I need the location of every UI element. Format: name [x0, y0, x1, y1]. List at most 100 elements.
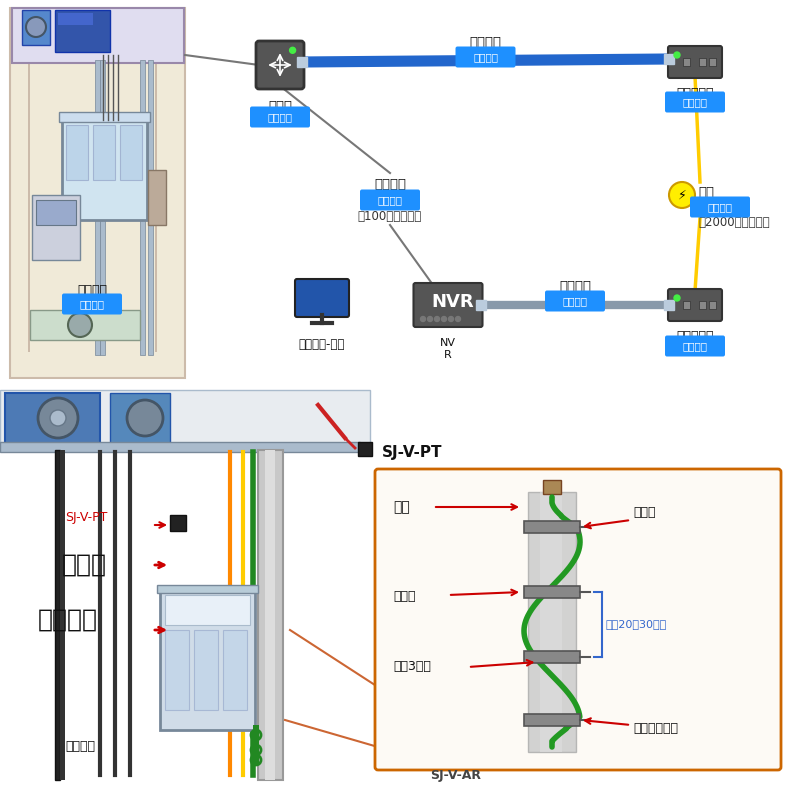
- Text: 光纤: 光纤: [698, 186, 714, 198]
- Bar: [194, 630, 218, 710]
- Bar: [170, 515, 186, 531]
- FancyBboxPatch shape: [295, 279, 349, 317]
- Bar: [95, 60, 100, 355]
- Circle shape: [449, 317, 453, 322]
- Bar: [528, 492, 576, 752]
- FancyBboxPatch shape: [375, 469, 781, 770]
- Bar: [0, 442, 360, 452]
- Text: NV
R: NV R: [440, 338, 456, 359]
- Bar: [258, 450, 283, 780]
- Bar: [55, 450, 60, 780]
- Text: SJ-V-AR: SJ-V-AR: [430, 769, 481, 781]
- Bar: [543, 480, 561, 494]
- Bar: [165, 595, 250, 625]
- Circle shape: [674, 295, 680, 301]
- Bar: [32, 195, 80, 260]
- Bar: [524, 651, 580, 663]
- Text: 网线: 网线: [393, 500, 410, 514]
- Text: 立即购买: 立即购买: [378, 195, 402, 205]
- Text: 摄像机: 摄像机: [62, 553, 107, 577]
- Circle shape: [26, 17, 46, 37]
- Bar: [55, 10, 110, 52]
- Bar: [58, 13, 93, 25]
- Text: 立即购买: 立即购买: [683, 341, 708, 351]
- Bar: [148, 170, 166, 225]
- Circle shape: [50, 410, 66, 426]
- Text: 光纤收发器: 光纤收发器: [676, 330, 713, 343]
- Circle shape: [290, 47, 295, 53]
- Text: 立即购买: 立即购买: [80, 299, 104, 309]
- Circle shape: [442, 317, 446, 322]
- Text: 预留3厘米: 预留3厘米: [393, 660, 431, 674]
- Bar: [66, 125, 88, 180]
- Bar: [265, 450, 275, 780]
- Bar: [699, 301, 706, 309]
- Text: SJ-V-PT: SJ-V-PT: [65, 511, 107, 525]
- Bar: [157, 585, 258, 593]
- Bar: [155, 12, 157, 352]
- FancyBboxPatch shape: [665, 336, 725, 356]
- Circle shape: [435, 317, 439, 322]
- Bar: [93, 125, 115, 180]
- FancyBboxPatch shape: [256, 41, 304, 89]
- Bar: [683, 58, 690, 66]
- FancyBboxPatch shape: [668, 289, 722, 321]
- Bar: [699, 58, 706, 66]
- Bar: [160, 590, 255, 730]
- Bar: [165, 630, 189, 710]
- Bar: [524, 714, 580, 726]
- FancyBboxPatch shape: [665, 92, 725, 112]
- Text: 网络跳线: 网络跳线: [559, 280, 591, 294]
- Bar: [12, 8, 184, 63]
- Circle shape: [456, 317, 461, 322]
- Text: ⚡: ⚡: [678, 189, 687, 201]
- Text: 电梯随行电缆: 电梯随行电缆: [633, 721, 678, 735]
- Text: 网络跳线: 网络跳线: [469, 36, 502, 50]
- Circle shape: [420, 317, 426, 322]
- Text: 光纤收发器: 光纤收发器: [676, 87, 713, 100]
- Bar: [62, 120, 147, 220]
- Text: 立即购买: 立即购买: [708, 202, 732, 212]
- Bar: [709, 58, 716, 66]
- Bar: [10, 8, 185, 378]
- Circle shape: [669, 182, 695, 208]
- Text: 立即购买: 立即购买: [268, 112, 292, 122]
- FancyBboxPatch shape: [456, 47, 516, 67]
- Bar: [30, 310, 140, 340]
- Bar: [59, 112, 150, 122]
- Bar: [60, 450, 65, 780]
- Circle shape: [427, 317, 432, 322]
- FancyBboxPatch shape: [668, 46, 722, 78]
- Text: NVR: NVR: [431, 293, 474, 311]
- Text: SJ-V-PT: SJ-V-PT: [382, 445, 442, 460]
- Text: （2000米无衰减）: （2000米无衰减）: [698, 216, 769, 228]
- Circle shape: [674, 52, 680, 58]
- Text: 立即购买: 立即购买: [562, 296, 588, 306]
- Bar: [110, 393, 170, 443]
- Text: 间距20～30厘米: 间距20～30厘米: [605, 619, 666, 630]
- Bar: [28, 12, 30, 352]
- Text: 电梯轿厢: 电梯轿厢: [38, 608, 98, 632]
- Bar: [683, 301, 690, 309]
- Text: 交换机: 交换机: [268, 100, 292, 113]
- Text: （100米无衰减）: （100米无衰减）: [358, 210, 422, 224]
- Bar: [253, 725, 259, 765]
- Text: 细扎带: 细扎带: [393, 590, 416, 604]
- Bar: [100, 60, 105, 355]
- Bar: [358, 442, 372, 456]
- Circle shape: [68, 313, 92, 337]
- Text: 电梯网线: 电梯网线: [77, 284, 107, 296]
- Bar: [709, 301, 716, 309]
- Bar: [0, 390, 790, 790]
- Bar: [140, 60, 145, 355]
- FancyBboxPatch shape: [690, 197, 750, 217]
- Circle shape: [127, 400, 163, 436]
- Bar: [223, 630, 247, 710]
- Text: 粗扎带: 粗扎带: [633, 506, 656, 518]
- Text: 立即购买: 立即购买: [473, 52, 498, 62]
- Text: 液晶电视-正面: 液晶电视-正面: [299, 338, 345, 351]
- Bar: [120, 125, 142, 180]
- Circle shape: [38, 398, 78, 438]
- Bar: [0, 390, 370, 445]
- FancyBboxPatch shape: [360, 190, 420, 210]
